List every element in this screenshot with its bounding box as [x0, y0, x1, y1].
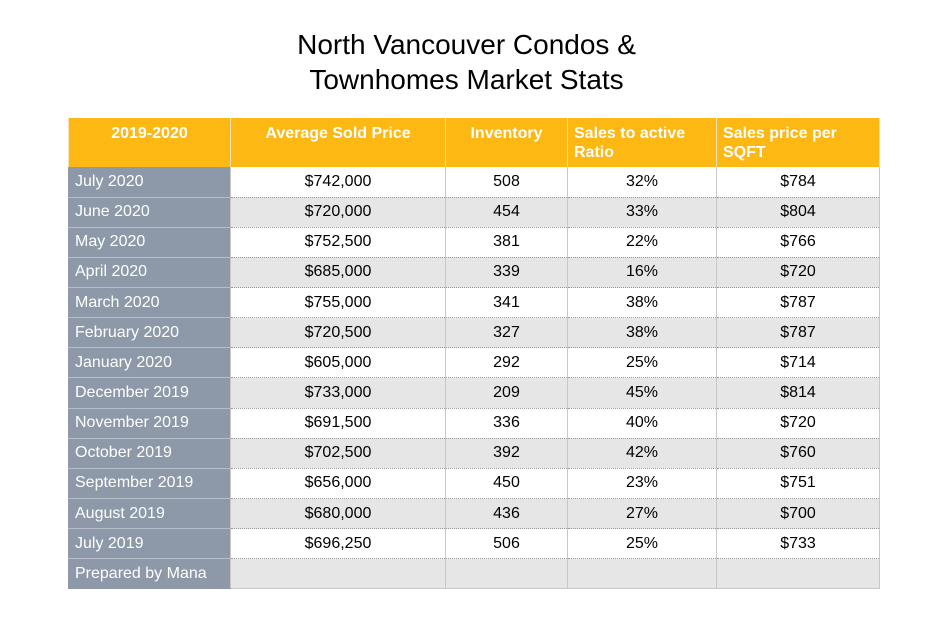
- table-row: October 2019 $702,500 392 42% $760: [68, 438, 880, 469]
- row-period: August 2019: [68, 498, 231, 530]
- cell-price-per-sqft: $720: [716, 408, 880, 439]
- table-row: November 2019 $691,500 336 40% $720: [68, 408, 880, 439]
- footer-empty-cell: [445, 558, 568, 590]
- cell-avg-price: $733,000: [230, 377, 446, 409]
- title-line-2: Townhomes Market Stats: [309, 64, 624, 95]
- cell-avg-price: $742,000: [230, 167, 446, 198]
- cell-sales-ratio: 25%: [567, 528, 717, 560]
- row-period: July 2019: [68, 528, 231, 560]
- row-period: June 2020: [68, 197, 231, 228]
- cell-sales-ratio: 42%: [567, 438, 717, 469]
- cell-sales-ratio: 22%: [567, 227, 717, 258]
- header-sales-ratio-line1: Sales to active: [574, 125, 686, 142]
- header-inventory: Inventory: [445, 118, 568, 167]
- table-footer-row: Prepared by Mana: [68, 558, 880, 590]
- row-period: May 2020: [68, 227, 231, 258]
- table-row: December 2019 $733,000 209 45% $814: [68, 377, 880, 409]
- prepared-by-label: Prepared by Mana: [68, 558, 231, 590]
- table-row: February 2020 $720,500 327 38% $787: [68, 317, 880, 349]
- cell-price-per-sqft: $760: [716, 438, 880, 469]
- cell-avg-price: $702,500: [230, 438, 446, 469]
- cell-sales-ratio: 45%: [567, 377, 717, 409]
- cell-sales-ratio: 33%: [567, 197, 717, 228]
- cell-price-per-sqft: $766: [716, 227, 880, 258]
- header-avg-price: Average Sold Price: [230, 118, 446, 167]
- cell-avg-price: $696,250: [230, 528, 446, 560]
- footer-empty-cell: [716, 558, 880, 590]
- row-period: November 2019: [68, 408, 231, 439]
- cell-price-per-sqft: $787: [716, 317, 880, 349]
- cell-price-per-sqft: $787: [716, 287, 880, 319]
- table-row: March 2020 $755,000 341 38% $787: [68, 287, 880, 319]
- row-period: September 2019: [68, 468, 231, 500]
- table-row: May 2020 $752,500 381 22% $766: [68, 227, 880, 258]
- cell-sales-ratio: 27%: [567, 498, 717, 530]
- cell-avg-price: $755,000: [230, 287, 446, 319]
- cell-avg-price: $691,500: [230, 408, 446, 439]
- row-period: April 2020: [68, 257, 231, 289]
- cell-price-per-sqft: $784: [716, 167, 880, 198]
- cell-price-per-sqft: $814: [716, 377, 880, 409]
- page-title: North Vancouver Condos & Townhomes Marke…: [0, 27, 933, 97]
- row-period: March 2020: [68, 287, 231, 319]
- cell-avg-price: $656,000: [230, 468, 446, 500]
- cell-sales-ratio: 16%: [567, 257, 717, 289]
- row-period: December 2019: [68, 377, 231, 409]
- cell-inventory: 506: [445, 528, 568, 560]
- cell-inventory: 341: [445, 287, 568, 319]
- cell-sales-ratio: 40%: [567, 408, 717, 439]
- cell-sales-ratio: 23%: [567, 468, 717, 500]
- cell-inventory: 454: [445, 197, 568, 228]
- cell-inventory: 381: [445, 227, 568, 258]
- cell-sales-ratio: 32%: [567, 167, 717, 198]
- table-row: April 2020 $685,000 339 16% $720: [68, 257, 880, 289]
- cell-inventory: 209: [445, 377, 568, 409]
- row-period: July 2020: [68, 167, 231, 198]
- cell-price-per-sqft: $700: [716, 498, 880, 530]
- row-period: January 2020: [68, 347, 231, 379]
- cell-sales-ratio: 25%: [567, 347, 717, 379]
- cell-price-per-sqft: $714: [716, 347, 880, 379]
- cell-avg-price: $680,000: [230, 498, 446, 530]
- footer-empty-cell: [567, 558, 717, 590]
- cell-sales-ratio: 38%: [567, 287, 717, 319]
- cell-avg-price: $720,500: [230, 317, 446, 349]
- table-row: January 2020 $605,000 292 25% $714: [68, 347, 880, 379]
- cell-sales-ratio: 38%: [567, 317, 717, 349]
- header-period: 2019-2020: [68, 118, 231, 167]
- title-line-1: North Vancouver Condos &: [297, 29, 636, 60]
- cell-avg-price: $720,000: [230, 197, 446, 228]
- cell-avg-price: $752,500: [230, 227, 446, 258]
- cell-inventory: 436: [445, 498, 568, 530]
- cell-avg-price: $605,000: [230, 347, 446, 379]
- header-sales-ratio-line2: Ratio: [574, 144, 614, 161]
- table-row: September 2019 $656,000 450 23% $751: [68, 468, 880, 500]
- table-row: July 2019 $696,250 506 25% $733: [68, 528, 880, 560]
- cell-inventory: 392: [445, 438, 568, 469]
- table-header-row: 2019-2020 Average Sold Price Inventory S…: [68, 118, 880, 167]
- cell-inventory: 336: [445, 408, 568, 439]
- header-price-per-sqft-line2: SQFT: [723, 144, 766, 161]
- cell-price-per-sqft: $804: [716, 197, 880, 228]
- header-sales-ratio: Sales to active Ratio: [567, 118, 717, 167]
- cell-price-per-sqft: $733: [716, 528, 880, 560]
- row-period: October 2019: [68, 438, 231, 469]
- row-period: February 2020: [68, 317, 231, 349]
- table-row: June 2020 $720,000 454 33% $804: [68, 197, 880, 228]
- cell-inventory: 450: [445, 468, 568, 500]
- cell-inventory: 327: [445, 317, 568, 349]
- header-price-per-sqft: Sales price per SQFT: [716, 118, 880, 167]
- footer-empty-cell: [230, 558, 446, 590]
- cell-inventory: 339: [445, 257, 568, 289]
- table-row: July 2020 $742,000 508 32% $784: [68, 167, 880, 198]
- cell-avg-price: $685,000: [230, 257, 446, 289]
- cell-inventory: 508: [445, 167, 568, 198]
- cell-price-per-sqft: $751: [716, 468, 880, 500]
- market-stats-table: 2019-2020 Average Sold Price Inventory S…: [68, 118, 880, 590]
- cell-inventory: 292: [445, 347, 568, 379]
- header-price-per-sqft-line1: Sales price per: [723, 125, 837, 142]
- cell-price-per-sqft: $720: [716, 257, 880, 289]
- table-row: August 2019 $680,000 436 27% $700: [68, 498, 880, 530]
